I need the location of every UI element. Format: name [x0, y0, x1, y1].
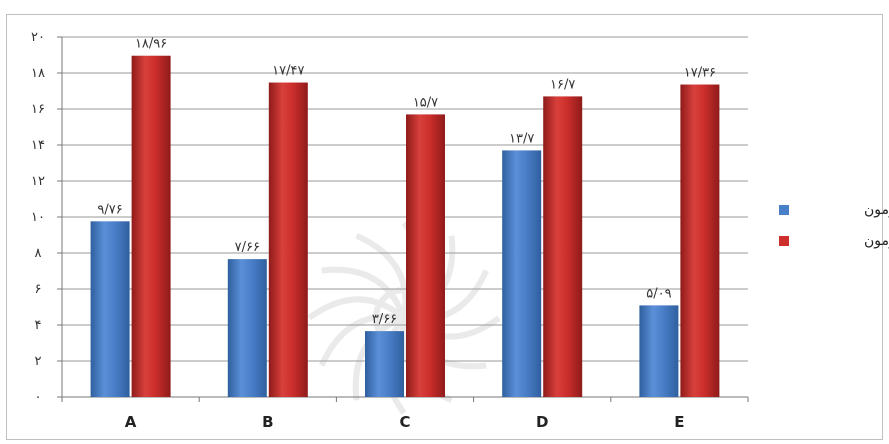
x-category-label: A — [125, 413, 137, 431]
bar-value-label: ۱۷/۳۶ — [684, 66, 716, 81]
bar-value-label: ۷/۶۶ — [235, 240, 260, 255]
bar-value-label: ۱۸/۹۶ — [135, 37, 167, 52]
watermark-petal — [355, 232, 409, 319]
bar-value-label: ۹/۷۶ — [97, 202, 122, 217]
y-tick-label: ۱۰ — [31, 210, 45, 225]
x-category-label: D — [536, 413, 548, 431]
legend-label: پیش آزمون — [864, 201, 889, 218]
post-test-bar — [543, 96, 583, 398]
post-test-bar — [131, 55, 171, 397]
y-tick-label: ۰ — [35, 390, 42, 405]
bars — [90, 55, 720, 398]
y-tick-label: ۴ — [35, 318, 42, 333]
pre-test-bar — [90, 221, 130, 397]
pre-test-bar — [365, 331, 404, 397]
gridlines — [62, 36, 748, 362]
legend: پیش آزمون پس آزمون — [779, 201, 889, 249]
post-test-bar — [680, 84, 720, 398]
watermark-petal — [321, 266, 407, 320]
watermark-petal — [307, 296, 406, 321]
data-labels: ۹/۷۶ ۷/۶۶ ۳/۶۶ ۱۳/۷ ۵/۰۹ ۱۸/۹۶ ۱۷/۴۷ ۱۵/۷ ۱۶/۷ ۱۷… — [97, 37, 716, 327]
bar-value-label: ۵/۰۹ — [646, 286, 671, 301]
pre-test-bar — [227, 259, 267, 397]
bar-value-label: ۱۶/۷ — [550, 77, 575, 92]
bar-value-label: ۱۳/۷ — [509, 131, 534, 146]
y-tick-label: ۶ — [35, 282, 42, 297]
legend-swatch — [779, 236, 789, 246]
legend-label: پس آزمون — [864, 232, 889, 249]
x-category-label: C — [399, 413, 410, 431]
y-tick-label: ۱۴ — [31, 138, 45, 153]
y-tick-label: ۱۶ — [31, 102, 45, 117]
legend-swatch — [779, 205, 789, 215]
y-tick-label: ۸ — [35, 246, 42, 261]
watermark-petal — [352, 315, 406, 401]
bar-value-label: ۱۷/۴۷ — [272, 64, 304, 79]
y-tick-label: ۲ — [35, 354, 42, 369]
axes: ۰ ۲ ۴ ۶ ۸ ۱۰ ۱۲ ۱۴ ۱۶ ۱۸ ۲۰ A B C D E — [31, 30, 749, 431]
y-tick-label: ۲۰ — [31, 30, 45, 45]
x-category-label: B — [262, 413, 273, 431]
pre-test-bar — [639, 305, 679, 397]
y-tick-label: ۱۸ — [31, 66, 45, 81]
bar-value-label: ۱۵/۷ — [413, 95, 438, 110]
x-category-label: E — [674, 413, 684, 431]
bar-value-label: ۳/۶۶ — [372, 312, 397, 327]
y-tick-label: ۱۲ — [31, 174, 45, 189]
pre-test-bar — [502, 150, 542, 397]
post-test-bar — [406, 114, 445, 398]
post-test-bar — [268, 82, 308, 397]
